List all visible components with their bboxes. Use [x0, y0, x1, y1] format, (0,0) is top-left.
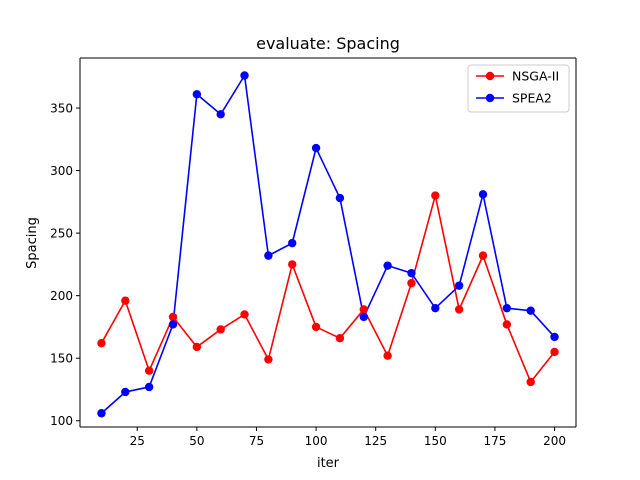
x-tick-label: 75: [249, 434, 264, 448]
data-point-spea2: [288, 238, 297, 248]
data-point-spea2: [502, 303, 512, 313]
x-tick-label: 25: [130, 434, 145, 448]
data-point-nsga-ii: [335, 333, 345, 343]
data-point-nsga-ii: [288, 260, 297, 269]
y-tick-label: 150: [50, 352, 73, 366]
chart-title: evaluate: Spacing: [256, 34, 400, 53]
y-tick-label: 250: [50, 227, 73, 241]
data-point-nsga-ii: [216, 325, 225, 334]
data-point-nsga-ii: [550, 347, 559, 357]
data-point-spea2: [216, 110, 225, 119]
x-tick-label: 125: [364, 434, 387, 448]
data-point-nsga-ii: [121, 296, 130, 305]
data-point-spea2: [431, 303, 440, 313]
data-point-spea2: [478, 190, 488, 199]
plot-area: 25 50 75 100 125 150 175 200 100 150 200 250 300 350: [50, 57, 577, 448]
data-point-spea2: [144, 382, 154, 392]
legend-marker-nsga-ii: [485, 71, 495, 81]
data-point-spea2: [121, 387, 130, 397]
x-tick-label: 100: [305, 434, 328, 448]
x-tick-label: 150: [424, 434, 447, 448]
series-line-nsga-ii: [100, 194, 556, 383]
data-point-spea2: [359, 312, 368, 322]
x-tick-label: 175: [483, 434, 506, 448]
data-point-nsga-ii: [526, 377, 535, 387]
legend: NSGA-II SPEA2: [467, 64, 570, 113]
legend-label-spea2: SPEA2: [512, 91, 552, 106]
x-tick-label: 200: [543, 434, 566, 448]
data-point-nsga-ii: [144, 366, 154, 375]
data-point-nsga-ii: [240, 310, 249, 319]
data-point-nsga-ii: [383, 351, 392, 360]
data-point-nsga-ii: [192, 342, 202, 352]
data-point-spea2: [407, 268, 416, 278]
y-tick-label: 350: [50, 102, 73, 116]
data-point-spea2: [550, 332, 559, 342]
data-point-nsga-ii: [311, 322, 321, 332]
x-tick-label: 50: [189, 434, 204, 448]
data-point-nsga-ii: [168, 312, 178, 322]
data-point-nsga-ii: [431, 191, 440, 200]
data-point-spea2: [168, 320, 178, 329]
data-point-spea2: [383, 261, 392, 270]
data-point-nsga-ii: [264, 355, 273, 364]
y-tick-label: 100: [50, 414, 73, 428]
data-point-spea2: [335, 193, 345, 203]
data-point-nsga-ii: [478, 251, 488, 260]
data-point-spea2: [264, 251, 273, 260]
data-point-nsga-ii: [359, 305, 368, 314]
data-point-spea2: [454, 281, 464, 290]
y-tick-label: 200: [50, 289, 73, 303]
data-point-spea2: [192, 90, 202, 99]
x-axis-label: iter: [317, 456, 340, 471]
y-axis-label: Spacing: [25, 217, 40, 269]
data-point-nsga-ii: [502, 320, 512, 329]
data-point-spea2: [526, 306, 535, 315]
legend-label-nsga-ii: NSGA-II: [512, 69, 559, 84]
data-point-spea2: [97, 409, 106, 418]
data-point-spea2: [311, 143, 321, 153]
data-point-nsga-ii: [97, 338, 106, 348]
y-tick-label: 300: [50, 164, 73, 178]
data-point-spea2: [240, 71, 249, 80]
legend-marker-spea2: [485, 93, 495, 103]
data-point-nsga-ii: [407, 278, 416, 288]
series-line-spea2: [100, 74, 556, 414]
data-point-nsga-ii: [454, 305, 464, 314]
